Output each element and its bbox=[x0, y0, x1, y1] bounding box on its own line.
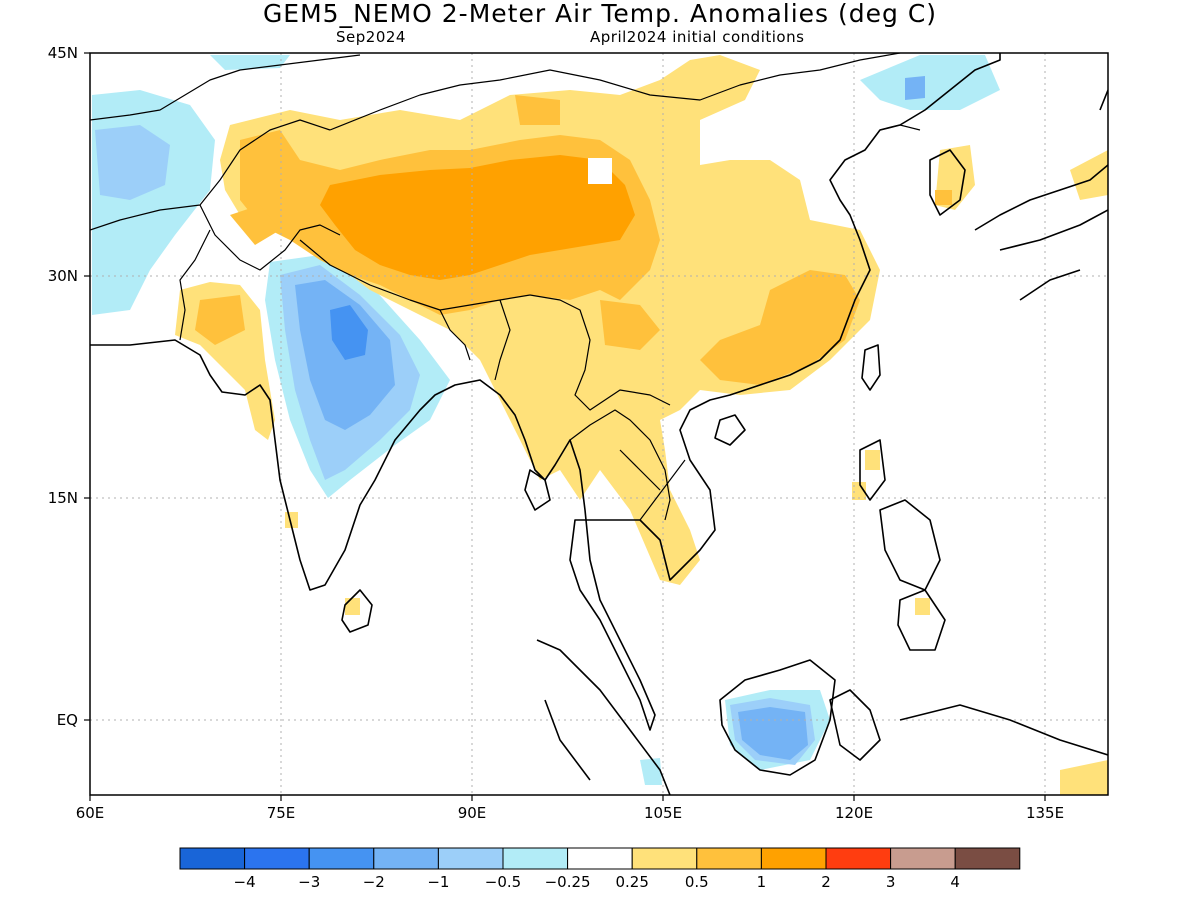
anomaly-orange-region bbox=[230, 205, 280, 245]
y-tick-label: 15N bbox=[48, 489, 78, 507]
x-tick-label: 135E bbox=[1026, 804, 1064, 822]
colorbar-swatch bbox=[631, 847, 698, 870]
colorbar-swatch bbox=[502, 847, 569, 870]
anomaly-lightyellow-region bbox=[865, 450, 880, 470]
initial-conditions-label: April2024 initial conditions bbox=[590, 28, 805, 46]
anomaly-lightyellow-region bbox=[852, 482, 866, 500]
anomaly-orange-region bbox=[195, 295, 245, 345]
anomaly-deepblue-region bbox=[330, 305, 368, 360]
anomaly-cyan-region bbox=[860, 55, 1000, 110]
anomaly-blue-region bbox=[738, 707, 808, 760]
anomaly-cyan-region bbox=[640, 758, 662, 785]
colorbar-swatch bbox=[244, 847, 310, 870]
x-tick-label: 75E bbox=[267, 804, 296, 822]
x-tick-label: 105E bbox=[644, 804, 682, 822]
colorbar-swatch bbox=[567, 847, 633, 870]
colorbar-label: 0.25 bbox=[615, 873, 648, 891]
anomaly-lightyellow-region bbox=[1070, 150, 1108, 200]
colorbar-label: −0.25 bbox=[545, 873, 591, 891]
x-tick-label: 60E bbox=[76, 804, 105, 822]
colorbar-swatch bbox=[760, 847, 827, 870]
country-borders bbox=[90, 53, 951, 521]
anomaly-lightblue-region bbox=[95, 125, 170, 200]
colorbar-swatch bbox=[437, 847, 504, 870]
colorbar-label: 0.5 bbox=[685, 873, 709, 891]
anomaly-cyan-region bbox=[92, 90, 215, 315]
axis-ticks bbox=[84, 52, 1046, 801]
anomaly-orange-region bbox=[935, 190, 952, 205]
colorbar-label: 2 bbox=[821, 873, 831, 891]
anomaly-orange-region bbox=[700, 270, 860, 385]
colorbar-label: 4 bbox=[950, 873, 960, 891]
colorbar-label: −3 bbox=[298, 873, 320, 891]
anomaly-field bbox=[92, 55, 1108, 795]
anomaly-lightyellow-region bbox=[345, 598, 360, 615]
colorbar-swatch bbox=[696, 847, 762, 870]
anomaly-lightyellow-region bbox=[1060, 760, 1108, 795]
anomaly-blue-region bbox=[905, 76, 925, 100]
map-title: GEM5_NEMO 2-Meter Air Temp. Anomalies (d… bbox=[262, 0, 938, 28]
colorbar-swatch bbox=[373, 847, 439, 870]
anomaly-lightyellow-region bbox=[915, 598, 930, 615]
colorbar-label: −2 bbox=[363, 873, 385, 891]
colorbar-swatch bbox=[308, 847, 375, 870]
y-tick-label: 45N bbox=[48, 44, 78, 62]
colorbar-swatch bbox=[890, 847, 956, 870]
coastlines bbox=[90, 53, 1108, 795]
anomaly-cyan-region bbox=[210, 55, 290, 70]
y-tick-label: 30N bbox=[48, 267, 78, 285]
anomaly-orange-region bbox=[515, 95, 560, 125]
colorbar-swatch bbox=[825, 847, 892, 870]
colorbar-label: −1 bbox=[427, 873, 449, 891]
anomaly-darkorange-region bbox=[320, 155, 635, 280]
colorbar-swatch bbox=[179, 847, 246, 870]
colorbar-label: 1 bbox=[757, 873, 767, 891]
x-tick-label: 120E bbox=[835, 804, 873, 822]
anomaly-orange-region bbox=[600, 300, 660, 350]
y-tick-label: EQ bbox=[57, 711, 78, 729]
anomaly-gap bbox=[588, 158, 612, 184]
lat-lon-grid bbox=[90, 53, 1108, 795]
colorbar-label: −4 bbox=[234, 873, 256, 891]
colorbar-label: −0.5 bbox=[485, 873, 521, 891]
x-tick-label: 90E bbox=[458, 804, 487, 822]
y-axis-labels: 45N 30N 15N EQ bbox=[48, 44, 78, 729]
map-frame bbox=[89, 52, 1109, 796]
colorbar-label: 3 bbox=[886, 873, 896, 891]
x-axis-labels: 60E 75E 90E 105E 120E 135E bbox=[76, 804, 1064, 822]
colorbar-swatch bbox=[954, 847, 1021, 870]
colorbar: −4 −3 −2 −1 −0.5 −0.25 0.25 0.5 1 2 3 4 bbox=[179, 847, 1021, 891]
forecast-month: Sep2024 bbox=[336, 28, 406, 46]
